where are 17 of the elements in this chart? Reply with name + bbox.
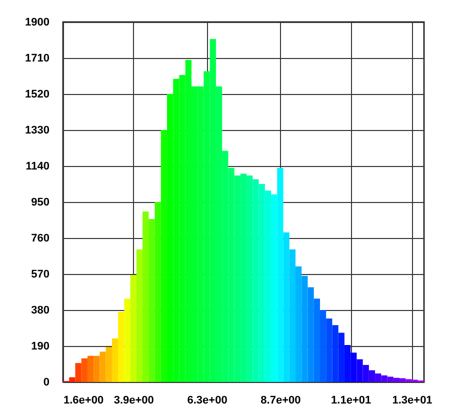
x-tick-label: 1.6e+00 [64, 394, 104, 406]
y-tick-label: 0 [43, 376, 50, 388]
y-tick-label: 1710 [25, 52, 50, 64]
x-tick-label: 3.9e+00 [114, 394, 154, 406]
y-tick-label: 380 [31, 304, 50, 316]
y-tick-label: 1900 [25, 16, 50, 28]
y-tick-label: 570 [31, 268, 50, 280]
y-tick-label: 950 [31, 196, 50, 208]
y-tick-label: 190 [31, 340, 50, 352]
x-tick-label: 8.7e+00 [260, 394, 301, 406]
x-tick-label: 6.3e+00 [187, 394, 228, 406]
y-tick-label: 1520 [25, 88, 50, 100]
y-tick-label: 760 [31, 232, 50, 244]
x-tick-label: 1.3e+01 [392, 394, 432, 406]
y-tick-label: 1140 [26, 160, 50, 172]
y-tick-label: 1330 [25, 124, 50, 136]
x-tick-label: 1.1e+01 [331, 394, 372, 406]
